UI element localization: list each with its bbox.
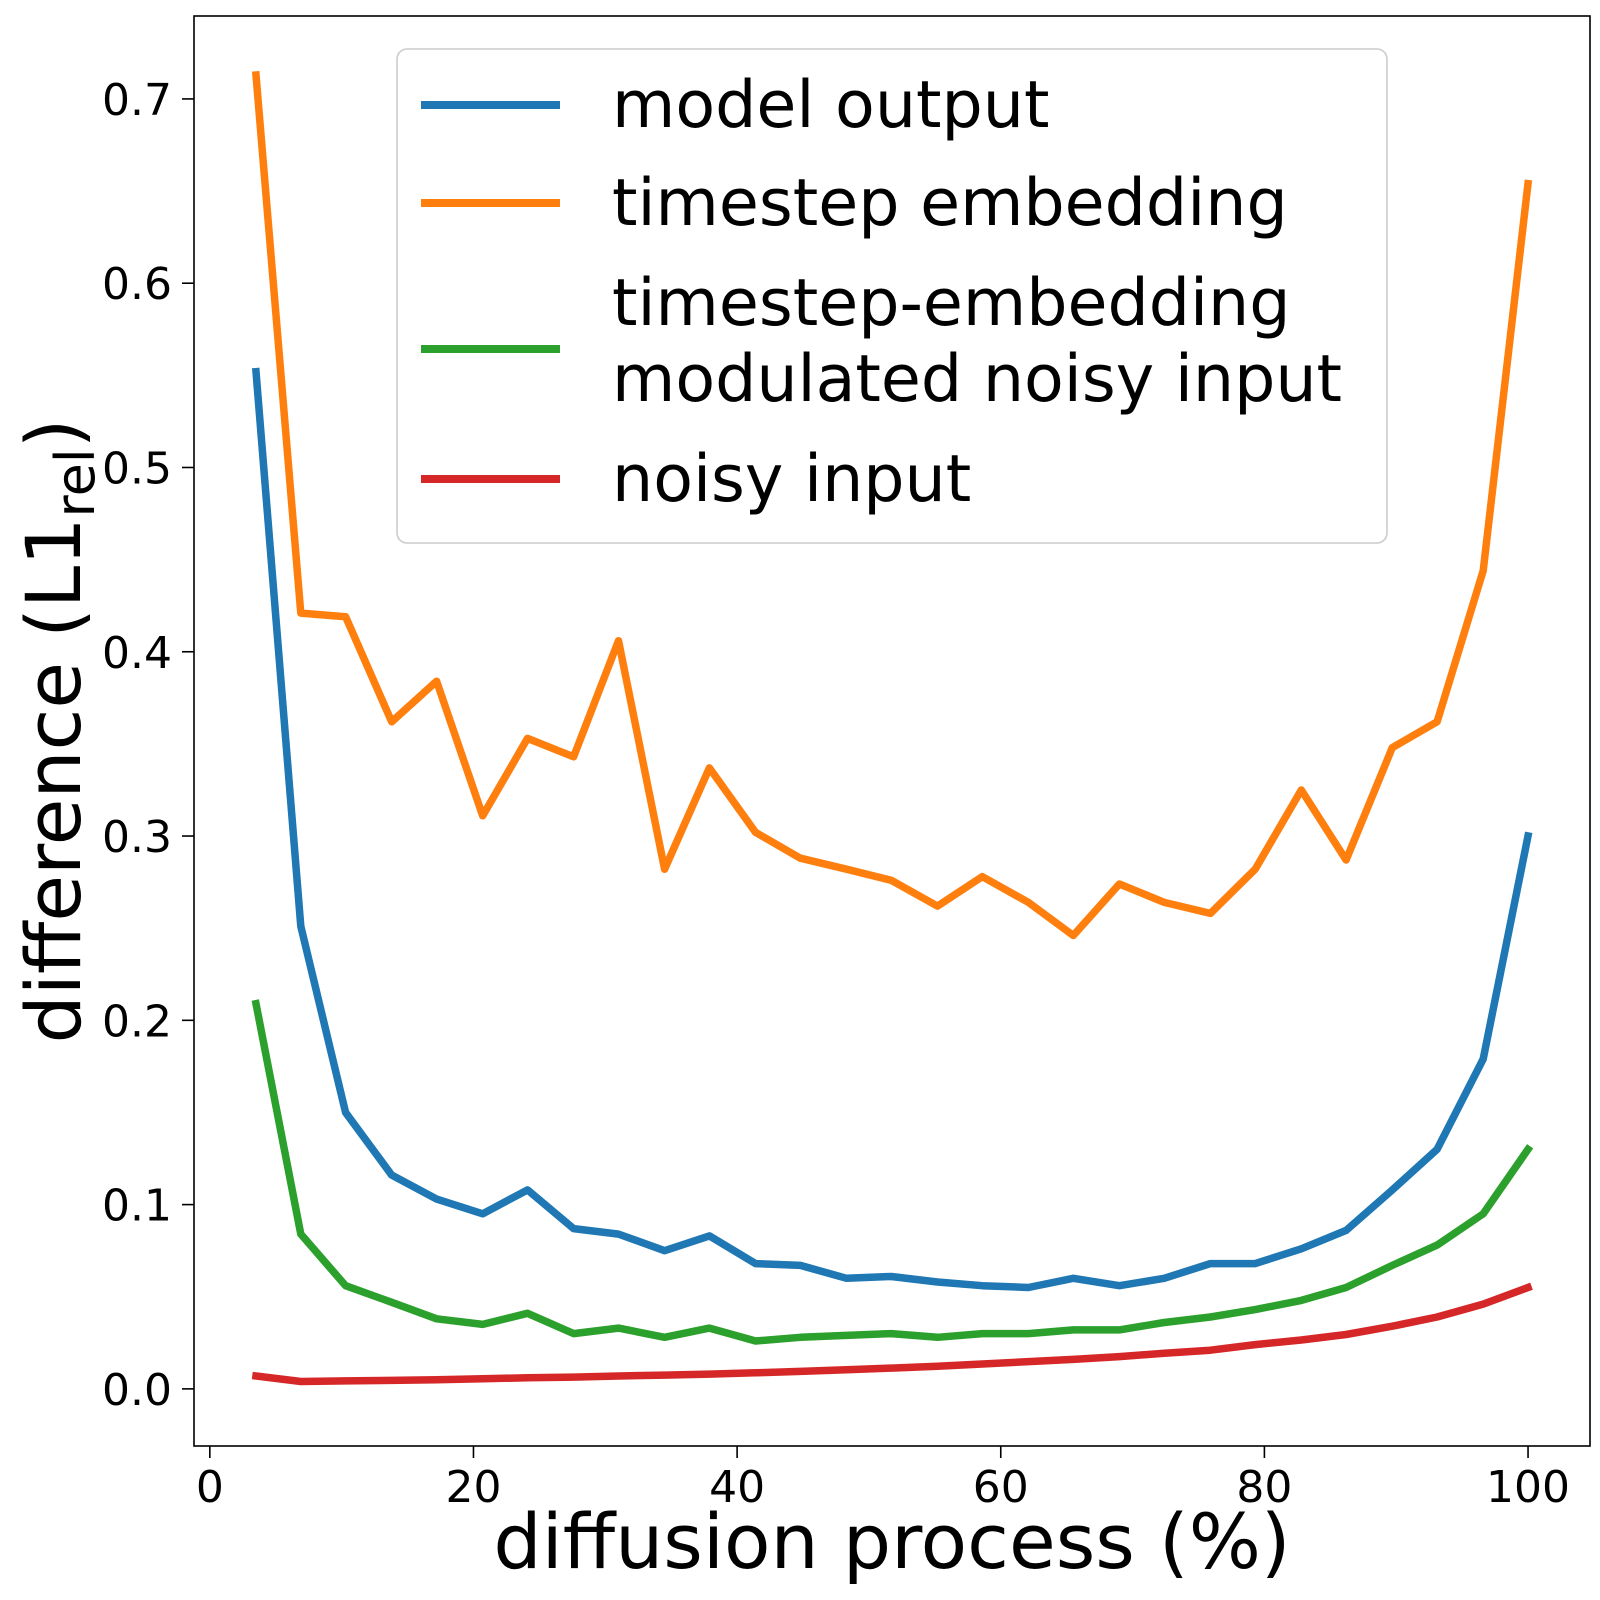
legend-label-1: model output	[612, 68, 1049, 143]
y-tick-label: 0.7	[102, 75, 172, 126]
series-line-3	[251, 999, 1534, 1345]
y-tick-label: 0.4	[102, 628, 172, 679]
y-axis: 0.0 0.1 0.2 0.3 0.4 0.5 0.6 0.7	[102, 75, 194, 1416]
x-tick-label: 80	[1236, 1462, 1292, 1513]
x-axis-label: diffusion process (%)	[493, 1497, 1290, 1586]
legend-label-3: timestep-embedding	[612, 266, 1291, 341]
series-line-4	[251, 1282, 1533, 1386]
plot-frame	[193, 15, 1591, 1447]
x-tick-label: 60	[973, 1462, 1029, 1513]
y-axis-label-subscript: rel	[44, 448, 107, 517]
y-tick-label: 0.5	[102, 443, 172, 494]
series-line-2	[251, 70, 1533, 940]
legend-label-2: timestep embedding	[612, 166, 1288, 241]
x-axis: 0 20 40 60 80 100	[196, 1446, 1570, 1513]
series-line-1	[251, 367, 1533, 1292]
x-tick-label: 100	[1486, 1462, 1570, 1513]
y-tick-label: 0.2	[102, 996, 172, 1047]
y-tick-label: 0.0	[102, 1365, 172, 1416]
x-tick-label: 40	[709, 1462, 765, 1513]
legend-label-3: modulated noisy input	[612, 342, 1342, 417]
y-tick-label: 0.6	[102, 259, 172, 310]
y-tick-label: 0.3	[102, 812, 172, 863]
series-layer	[251, 70, 1534, 1386]
y-tick-label: 0.1	[102, 1181, 172, 1232]
legend-frame	[396, 48, 1388, 544]
x-tick-label: 20	[445, 1462, 501, 1513]
x-tick-label: 0	[196, 1462, 224, 1513]
y-axis-label: difference (L1rel)	[9, 419, 107, 1044]
y-axis-label-main: difference (L1	[9, 517, 98, 1043]
legend-label-4: noisy input	[612, 442, 971, 517]
legend: model output timestep embedding timestep-e…	[396, 48, 1388, 544]
y-axis-label-close: )	[9, 419, 98, 449]
